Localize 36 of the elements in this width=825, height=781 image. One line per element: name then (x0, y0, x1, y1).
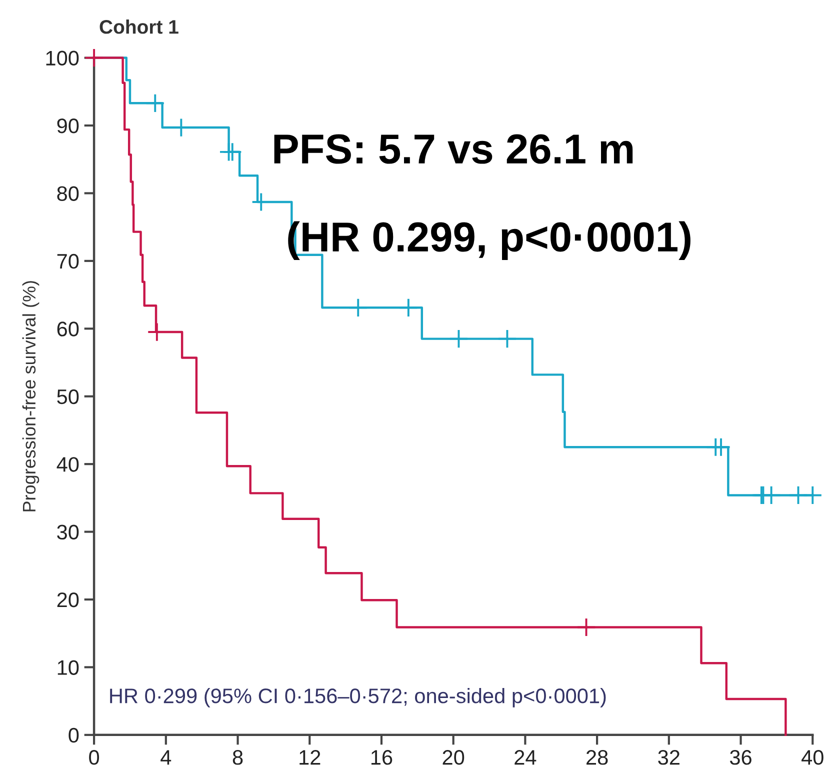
point (398, 298, 418, 318)
x-tick-label: 32 (658, 750, 680, 765)
point (802, 485, 822, 505)
x-tick-label: 40 (802, 750, 824, 765)
y-tick-label: 20 (57, 592, 79, 608)
y-tick-label: 100 (46, 50, 79, 66)
y-tick-label: 60 (57, 322, 79, 336)
y-tick-label: 30 (57, 524, 79, 540)
x-tick-label: 36 (730, 750, 752, 765)
point (448, 329, 468, 349)
x-tick-label: 24 (514, 750, 536, 765)
x-tick-label: 4 (160, 750, 172, 765)
point (222, 142, 242, 162)
annotation: PFS: 5.7 vs 26.1 m (274, 134, 633, 164)
point (84, 48, 104, 68)
x-tick-label: 8 (232, 750, 243, 765)
x-tick-label: 0 (89, 750, 100, 765)
y-tick-label: 90 (57, 118, 79, 134)
point (348, 298, 368, 318)
x-tick-label: 28 (586, 750, 608, 765)
y-tick-label: 70 (57, 254, 79, 269)
y-tick-label: 40 (56, 457, 79, 472)
x-tick-label: 12 (300, 750, 320, 765)
y-tick-label: 50 (57, 389, 79, 404)
y-tick-label: 10 (58, 660, 79, 675)
y-tick-label: 0 (68, 728, 79, 743)
point (576, 618, 596, 638)
y-axis-title: Progression-free survival (%) (22, 281, 40, 512)
point (497, 329, 517, 349)
annotation: HR 0·299 (95% CI 0·156–0·572; one-sided p<0·0001) (110, 688, 606, 708)
point (711, 437, 731, 457)
point (145, 93, 165, 113)
x-tick-label: 20 (442, 750, 464, 765)
y-tick-label: 80 (57, 186, 79, 201)
x-tick-label: 16 (371, 750, 392, 765)
chart-title: Cohort 1 (100, 20, 178, 34)
